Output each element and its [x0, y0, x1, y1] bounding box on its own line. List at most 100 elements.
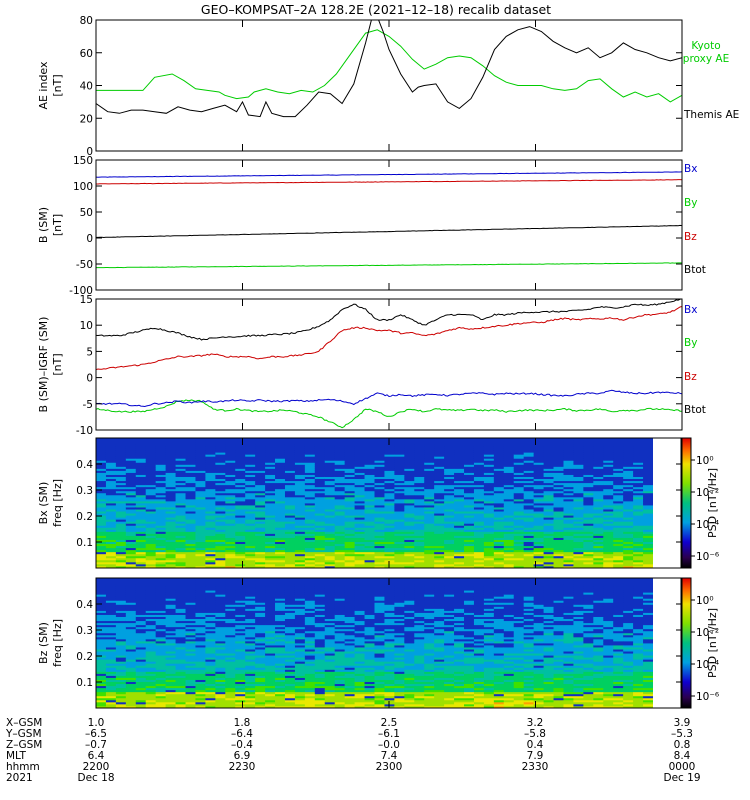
spectrogram-cell: [165, 462, 176, 465]
spectrogram-cell: [304, 539, 316, 542]
spectrogram-cell: [225, 553, 236, 557]
spectrogram-cell: [105, 452, 117, 455]
spectrogram-cell: [255, 458, 266, 461]
spectrogram-cell: [394, 561, 405, 565]
spectrogram-cell: [414, 525, 425, 528]
spectrogram-cell: [175, 541, 186, 545]
spectrogram-cell: [275, 438, 286, 441]
spectrogram-cell: [304, 503, 316, 506]
spectrogram-cell: [205, 503, 216, 506]
spectrogram-cell: [145, 543, 157, 547]
spectrogram-cell: [354, 543, 365, 547]
spectrogram-cell: [284, 490, 296, 494]
spectrogram-cell: [165, 452, 176, 455]
spectrogram-cell: [404, 454, 415, 457]
spectrogram-cell: [185, 444, 196, 447]
y-tick-label: -5: [83, 399, 93, 411]
spectrogram-cell: [324, 446, 336, 449]
spectrogram-cell: [364, 492, 375, 496]
spectrogram-cell: [155, 500, 167, 504]
spectrogram-cell: [145, 521, 157, 524]
spectrogram-cell: [384, 492, 395, 496]
spectrogram-cell: [294, 533, 306, 536]
spectrogram-cell: [364, 539, 375, 542]
spectrogram-cell: [324, 440, 336, 443]
spectrogram-cell: [125, 492, 137, 496]
spectrogram-cell: [314, 551, 326, 555]
spectrogram-cell: [105, 470, 117, 473]
spectrogram-cell: [145, 541, 157, 545]
spectrogram-cell: [444, 478, 455, 482]
spectrogram-cell: [374, 511, 385, 514]
spectrogram-cell: [304, 450, 316, 453]
spectrogram-cell: [434, 549, 445, 553]
spectrogram-cell: [275, 464, 286, 467]
spectrogram-cell: [324, 519, 336, 522]
spectrogram-cell: [304, 507, 316, 510]
spectrogram-cell: [374, 482, 385, 486]
spectrogram-cell: [145, 454, 157, 457]
spectrogram-cell: [334, 533, 346, 536]
spectrogram-cell: [245, 480, 256, 484]
spectrogram-cell: [324, 450, 336, 453]
spectrogram-cell: [424, 515, 435, 518]
spectrogram-cell: [444, 440, 455, 443]
spectrogram-cell: [275, 549, 286, 553]
spectrogram-cell: [434, 523, 445, 526]
spectrogram-cell: [434, 458, 445, 461]
spectrogram-cell: [96, 531, 107, 534]
spectrogram-cell: [265, 438, 276, 441]
spectrogram-cell: [275, 517, 286, 520]
spectrogram-cell: [125, 525, 137, 528]
spectrogram-cell: [424, 474, 435, 477]
spectrogram-cell: [344, 517, 356, 520]
spectrogram-cell: [245, 438, 256, 441]
spectrogram-cell: [344, 519, 356, 522]
spectrogram-cell: [354, 561, 365, 565]
spectrogram-cell: [424, 438, 435, 441]
spectrogram-cell: [155, 537, 167, 540]
spectrogram-cell: [394, 559, 405, 563]
spectrogram-cell: [145, 539, 157, 542]
spectrogram-cell: [344, 529, 356, 532]
spectrogram-cell: [175, 521, 186, 524]
spectrogram-cell: [344, 494, 356, 498]
spectrogram-cell: [96, 470, 107, 473]
spectrogram-cell: [195, 448, 206, 451]
spectrogram-cell: [284, 553, 296, 557]
spectrogram-cell: [225, 541, 236, 545]
spectrogram-cell: [314, 470, 326, 473]
spectrogram-cell: [215, 478, 226, 482]
spectrogram-cell: [235, 464, 246, 467]
y-axis-label: B (SM): [37, 207, 50, 243]
spectrogram-cell: [354, 527, 365, 530]
spectrogram-cell: [235, 515, 246, 518]
spectrogram-cell: [314, 507, 326, 510]
spectrogram-cell: [235, 442, 246, 445]
spectrogram-cell: [344, 456, 356, 459]
spectrogram-cell: [354, 565, 365, 569]
spectrogram-cell: [255, 503, 266, 506]
spectrogram-cell: [195, 438, 206, 441]
spectrogram-cell: [364, 513, 375, 516]
spectrogram-cell: [115, 484, 127, 488]
spectrogram-cell: [404, 503, 415, 506]
spectrogram-cell: [175, 509, 186, 512]
spectrogram-cell: [384, 498, 395, 502]
spectrogram-cell: [135, 533, 147, 536]
spectrogram-cell: [314, 559, 326, 563]
spectrogram-cell: [155, 496, 167, 500]
spectrogram-cell: [105, 533, 117, 536]
spectrogram-cell: [225, 490, 236, 494]
spectrogram-cell: [175, 545, 186, 549]
spectrogram-cell: [155, 565, 167, 569]
spectrogram-cell: [115, 480, 127, 484]
spectrogram-cell: [384, 500, 395, 504]
spectrogram-cell: [454, 505, 465, 508]
spectrogram-cell: [424, 468, 435, 471]
spectrogram-cell: [265, 474, 276, 477]
spectrogram-cell: [135, 462, 147, 465]
spectrogram-cell: [324, 511, 336, 514]
spectrogram-cell: [374, 533, 385, 536]
spectrogram-cell: [195, 470, 206, 473]
